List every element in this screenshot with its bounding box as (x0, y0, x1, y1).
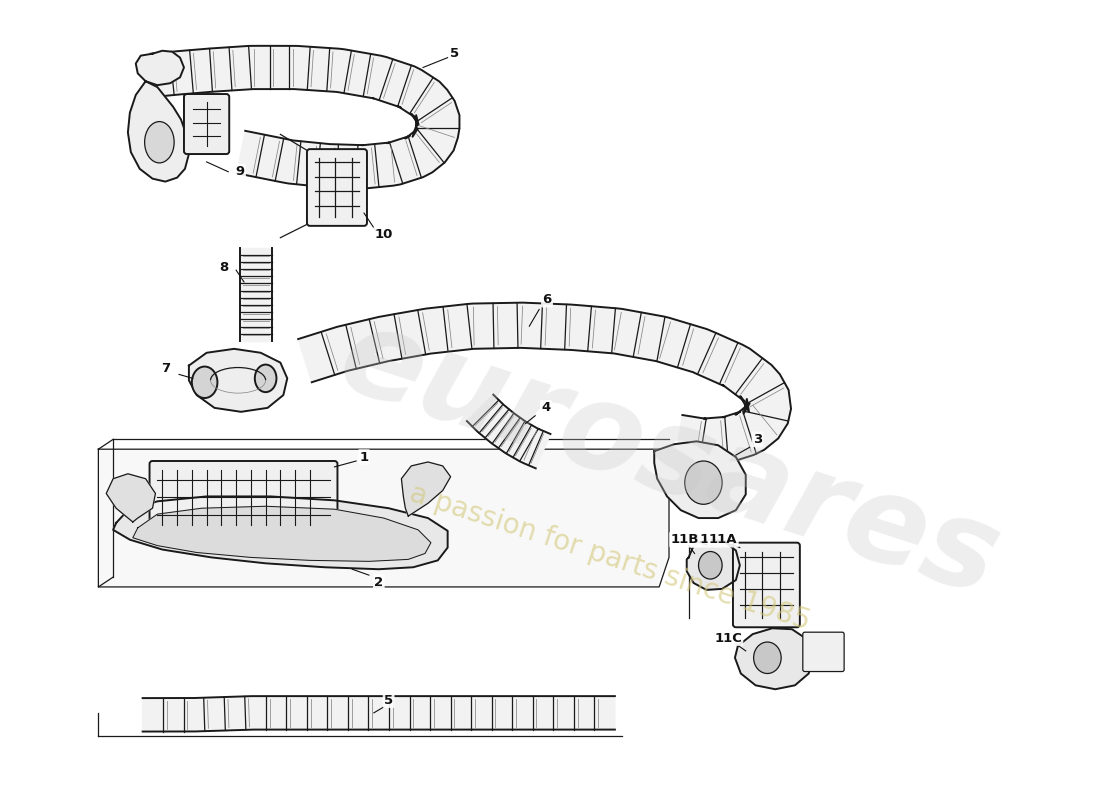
Polygon shape (654, 442, 746, 518)
Ellipse shape (698, 551, 722, 579)
Text: 11: 11 (692, 534, 710, 546)
Text: 6: 6 (542, 293, 551, 306)
FancyBboxPatch shape (150, 461, 338, 534)
Text: 1: 1 (360, 450, 368, 463)
Polygon shape (686, 540, 740, 590)
FancyBboxPatch shape (307, 149, 367, 226)
Text: 2: 2 (374, 575, 383, 589)
Text: 8: 8 (220, 261, 229, 274)
Ellipse shape (754, 642, 781, 674)
Polygon shape (466, 394, 550, 468)
Text: 11C: 11C (714, 631, 742, 645)
Polygon shape (240, 247, 272, 341)
Text: 3: 3 (752, 433, 762, 446)
Polygon shape (107, 474, 155, 522)
Polygon shape (189, 349, 287, 412)
Polygon shape (735, 628, 813, 690)
Polygon shape (298, 302, 791, 464)
FancyBboxPatch shape (803, 632, 844, 671)
Ellipse shape (144, 122, 174, 163)
Ellipse shape (255, 365, 276, 392)
Polygon shape (135, 50, 184, 85)
Text: 4: 4 (541, 402, 551, 414)
Polygon shape (143, 696, 615, 731)
Polygon shape (113, 497, 448, 570)
Ellipse shape (684, 461, 722, 504)
Polygon shape (151, 46, 460, 189)
FancyBboxPatch shape (733, 542, 800, 627)
Polygon shape (128, 82, 189, 182)
Text: eurosares: eurosares (326, 298, 1013, 621)
Text: a passion for parts since 1985: a passion for parts since 1985 (406, 479, 814, 635)
Polygon shape (133, 506, 431, 562)
Text: 7: 7 (161, 362, 169, 375)
Text: 5: 5 (384, 694, 393, 706)
Text: 5: 5 (450, 47, 459, 60)
Text: 11B: 11B (671, 534, 698, 546)
Text: 9: 9 (235, 166, 244, 178)
Ellipse shape (191, 366, 218, 398)
Polygon shape (402, 462, 451, 516)
Text: 11A: 11A (708, 534, 737, 546)
Polygon shape (98, 449, 669, 587)
Text: 10: 10 (374, 228, 393, 242)
FancyBboxPatch shape (184, 94, 229, 154)
